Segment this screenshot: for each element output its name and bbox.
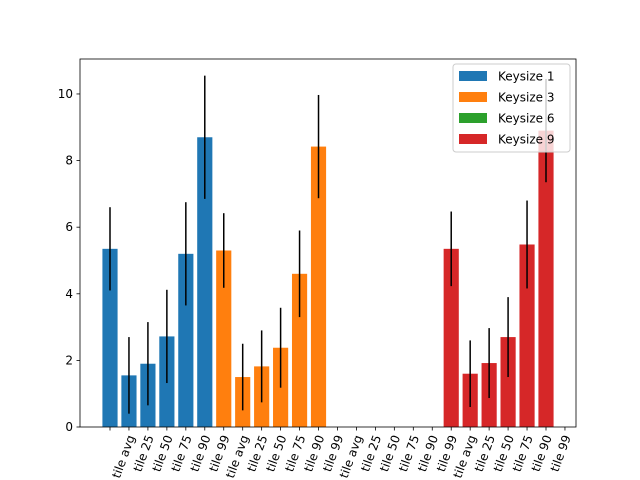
bar <box>500 337 516 427</box>
bar <box>197 137 213 427</box>
y-tick-label: 0 <box>65 420 73 434</box>
axes-frame <box>79 58 577 428</box>
legend-swatch <box>459 134 487 144</box>
x-tick-label: tile avg <box>109 433 137 480</box>
bar <box>443 248 459 427</box>
y-tick-label: 10 <box>58 87 73 101</box>
bar <box>102 248 118 427</box>
legend-box <box>452 63 571 153</box>
legend-label: Keysize 6 <box>498 112 554 126</box>
y-tick-label: 6 <box>65 220 73 234</box>
bar <box>178 253 194 427</box>
y-tick-label: 2 <box>65 353 73 367</box>
legend-swatch <box>459 113 487 123</box>
y-tick-label: 4 <box>65 287 73 301</box>
legend-swatch <box>459 92 487 102</box>
bar <box>216 250 232 427</box>
legend-label: Keysize 9 <box>498 133 554 147</box>
bar <box>291 273 308 427</box>
legend-label: Keysize 1 <box>498 70 554 84</box>
legend-swatch <box>459 71 487 81</box>
y-tick-label: 8 <box>65 154 73 168</box>
bar <box>538 130 554 427</box>
bar <box>519 244 535 427</box>
legend-label: Keysize 3 <box>498 91 554 105</box>
bar <box>310 146 327 427</box>
